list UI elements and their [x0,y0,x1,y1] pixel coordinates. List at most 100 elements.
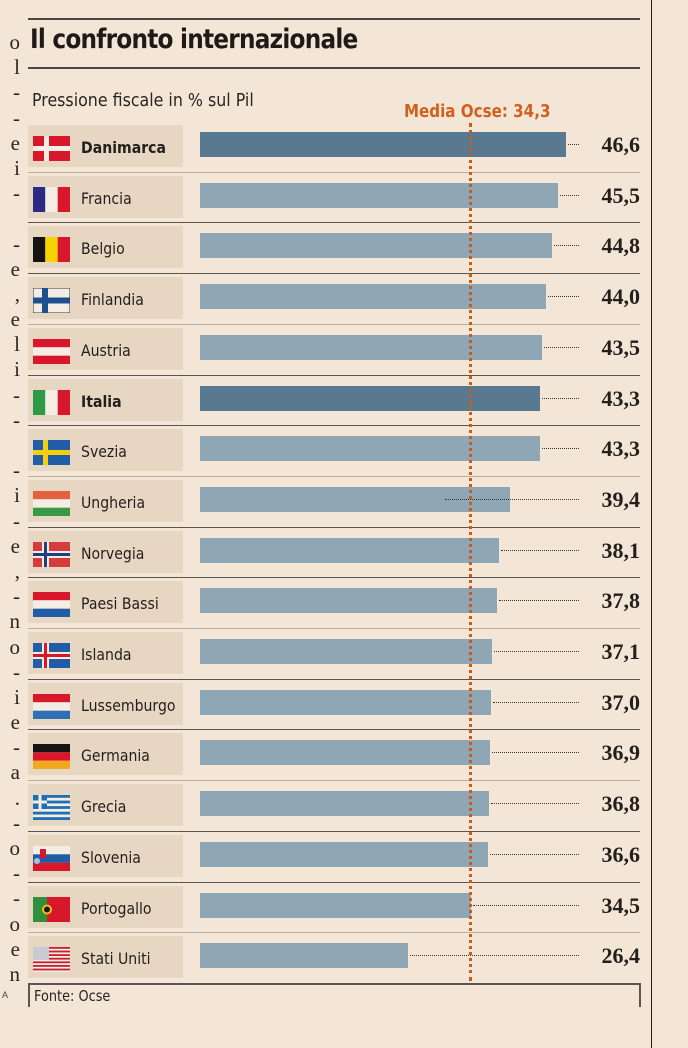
article-text-fragment: o [9,911,21,936]
norway-flag-icon [33,541,70,567]
bar [200,334,542,360]
bar-row: Slovenia 36,6 [28,832,640,883]
country-label: Portogallo [81,898,152,918]
chart-subtitle: Pressione fiscale in % sul Pil [32,90,254,111]
row-separator [28,628,640,629]
country-label: Svezia [81,442,127,462]
article-text-fragment: - [13,80,20,105]
bar-row: Lussemburgo 37,0 [28,680,640,731]
row-separator [28,678,640,680]
country-label-box: Finlandia [28,277,183,320]
row-separator [28,374,640,376]
article-text-fragment: i [14,684,20,709]
country-label: Slovenia [81,847,141,867]
bar [200,943,408,969]
article-text-fragment: l [14,332,20,357]
article-text-fragment: e [10,936,20,961]
bar-row: Stati Uniti 26,4 [28,933,640,984]
country-label: Austria [81,340,131,360]
article-text-fragment: - [13,382,20,407]
row-separator [28,526,640,528]
article-text-fragment: , [14,281,20,306]
article-text-fragment: e [10,256,20,281]
bar-row: Islanda 37,1 [28,629,640,680]
row-separator [28,475,640,477]
article-text-fragment: l [14,55,20,80]
value-label: 44,0 [601,284,641,310]
article-text-fragment: e [10,710,20,735]
hungary-flag-icon [33,490,70,516]
value-label: 36,9 [601,740,641,766]
bar-row: Francia 45,5 [28,173,640,224]
bar [200,233,553,259]
bar-row: Germania 36,9 [28,730,640,781]
country-label-box: Stati Uniti [28,936,183,979]
value-label: 43,3 [601,385,641,411]
value-label: 46,6 [601,132,641,157]
value-label: 39,4 [601,486,641,512]
row-separator [28,830,640,832]
article-text-fragment: e [10,533,20,558]
value-label: 38,1 [601,537,641,563]
row-separator [28,729,640,731]
article-text-fragment: - [13,231,20,256]
bar-row: Italia 43,3 [28,376,640,427]
article-text-fragment [0,206,20,231]
value-leader-line [542,397,579,399]
row-separator [28,171,640,173]
country-label: Stati Uniti [81,949,151,969]
country-label: Italia [81,391,122,411]
bar [200,791,490,817]
row-separator [28,323,640,325]
usa-flag-icon [33,947,70,973]
country-label-box: Grecia [28,784,183,827]
country-label: Grecia [81,797,127,817]
bar [200,284,546,310]
article-text-fragment: a [10,760,20,785]
bar [200,385,541,411]
article-text-fragment: - [13,810,20,835]
article-text-fragment: e [10,307,20,332]
value-label: 44,8 [601,233,641,259]
title-rule [28,67,640,69]
country-label: Danimarca [81,138,167,157]
germany-flag-icon [33,744,70,770]
country-label-box: Svezia [28,429,183,472]
value-leader-line [493,651,579,652]
country-label-box: Belgio [28,226,183,269]
value-label: 36,6 [601,841,641,867]
country-label-box: Lussemburgo [28,682,183,725]
country-label-box: Paesi Bassi [28,581,183,624]
row-separator [28,577,640,579]
country-label: Islanda [81,645,132,664]
value-leader-line [473,904,579,906]
bar [200,740,491,766]
value-leader-line [554,245,579,247]
denmark-flag-icon [33,136,70,161]
article-text-fragment: i [14,357,20,382]
country-label-box: Francia [28,175,183,218]
value-label: 34,5 [601,892,641,918]
source-note: Fonte: Ocse [34,987,111,1005]
country-label-box: Slovenia [28,834,183,877]
article-text-fragment: - [13,861,20,886]
bar-row: Austria 43,5 [28,325,640,376]
slovenia-flag-icon [33,845,70,871]
greece-flag-icon [33,795,70,821]
value-label: 36,8 [601,791,641,817]
value-leader-line [492,752,579,754]
country-label-box: Portogallo [28,885,183,928]
article-text-fragment: i [14,155,20,180]
value-leader-line [445,498,579,500]
source-frame [28,983,641,1007]
article-text-fragment [0,433,20,458]
value-leader-line [489,853,579,855]
country-label-box: Italia [28,378,183,421]
chart-title: Il confronto internazionale [30,24,358,55]
country-label-box: Islanda [28,632,183,674]
article-text-fragment: - [13,886,20,911]
value-leader-line [568,144,579,145]
country-label: Paesi Bassi [81,594,159,614]
row-separator [28,780,640,782]
row-separator [28,932,640,934]
